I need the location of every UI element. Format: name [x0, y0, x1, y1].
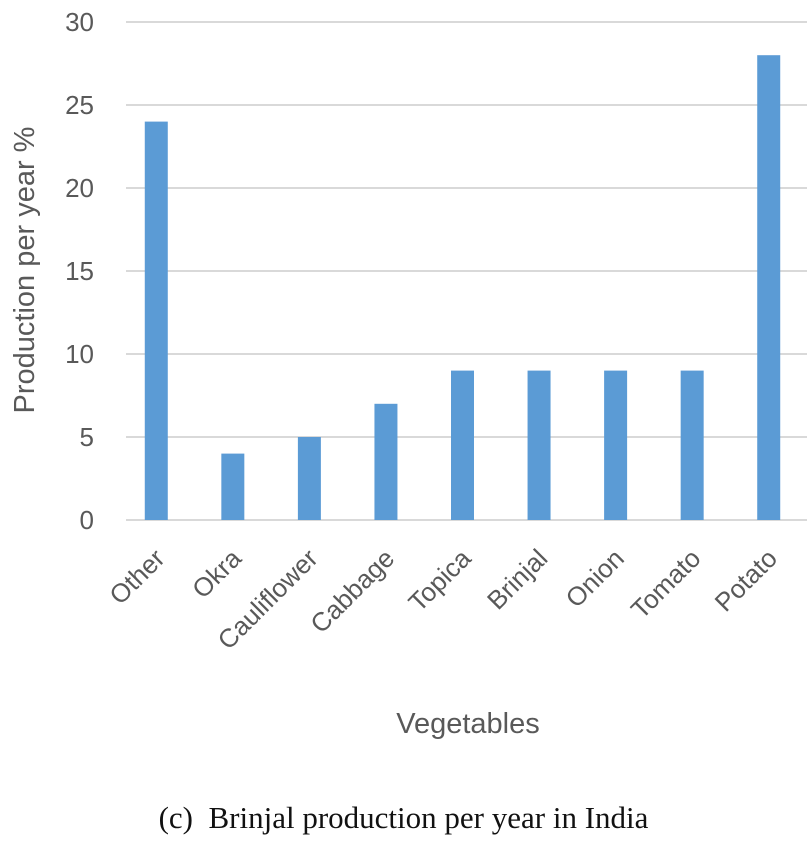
x-tick-label-okra: Okra — [186, 543, 247, 604]
y-tick-label: 30 — [65, 7, 94, 37]
gridlines — [126, 21, 807, 521]
x-tick-label-onion: Onion — [560, 543, 630, 613]
bars — [144, 55, 781, 520]
bar-cabbage — [374, 403, 398, 520]
y-tick-label: 0 — [80, 505, 94, 535]
x-axis-title: Vegetables — [396, 708, 540, 740]
bar-tomato — [680, 370, 704, 520]
x-tick-label-potato: Potato — [709, 543, 783, 617]
bar-topica — [451, 370, 474, 520]
y-tick-label: 5 — [80, 422, 94, 452]
y-tick-label: 10 — [65, 339, 94, 369]
bar-potato — [757, 55, 781, 520]
bar-other — [144, 121, 168, 520]
y-tick-label: 20 — [65, 173, 94, 203]
y-tick-label: 25 — [65, 90, 94, 120]
x-tick-label-cabbage: Cabbage — [304, 543, 400, 639]
x-tick-label-tomato: Tomato — [625, 543, 707, 625]
y-axis-ticks: 0 5 10 15 20 25 30 — [65, 7, 94, 535]
bar-brinjal — [527, 370, 551, 520]
y-tick-label: 15 — [65, 256, 94, 286]
bar-onion — [604, 370, 628, 520]
bar-cauliflower — [297, 437, 321, 520]
y-axis-title: Production per year % — [9, 127, 41, 414]
x-tick-label-brinjal: Brinjal — [481, 543, 553, 615]
figure-caption: (c) Brinjal production per year in India — [158, 800, 649, 835]
bar-okra — [221, 453, 245, 520]
x-tick-label-topica: Topica — [402, 543, 477, 618]
x-tick-label-other: Other — [103, 543, 170, 610]
